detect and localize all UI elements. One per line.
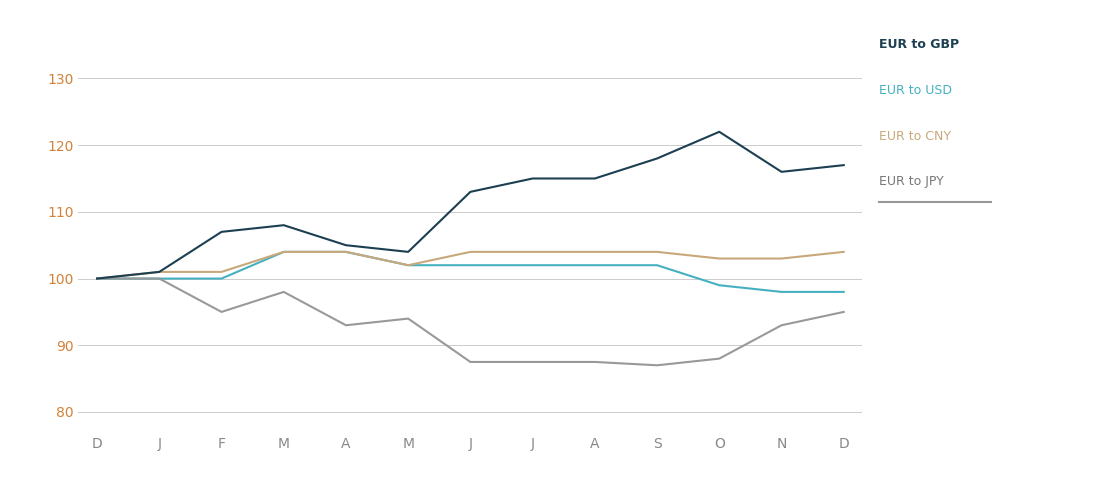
Text: EUR to JPY: EUR to JPY [879,175,944,188]
Text: EUR to USD: EUR to USD [879,84,952,97]
Text: EUR to CNY: EUR to CNY [879,130,951,143]
Text: EUR to GBP: EUR to GBP [879,38,960,51]
